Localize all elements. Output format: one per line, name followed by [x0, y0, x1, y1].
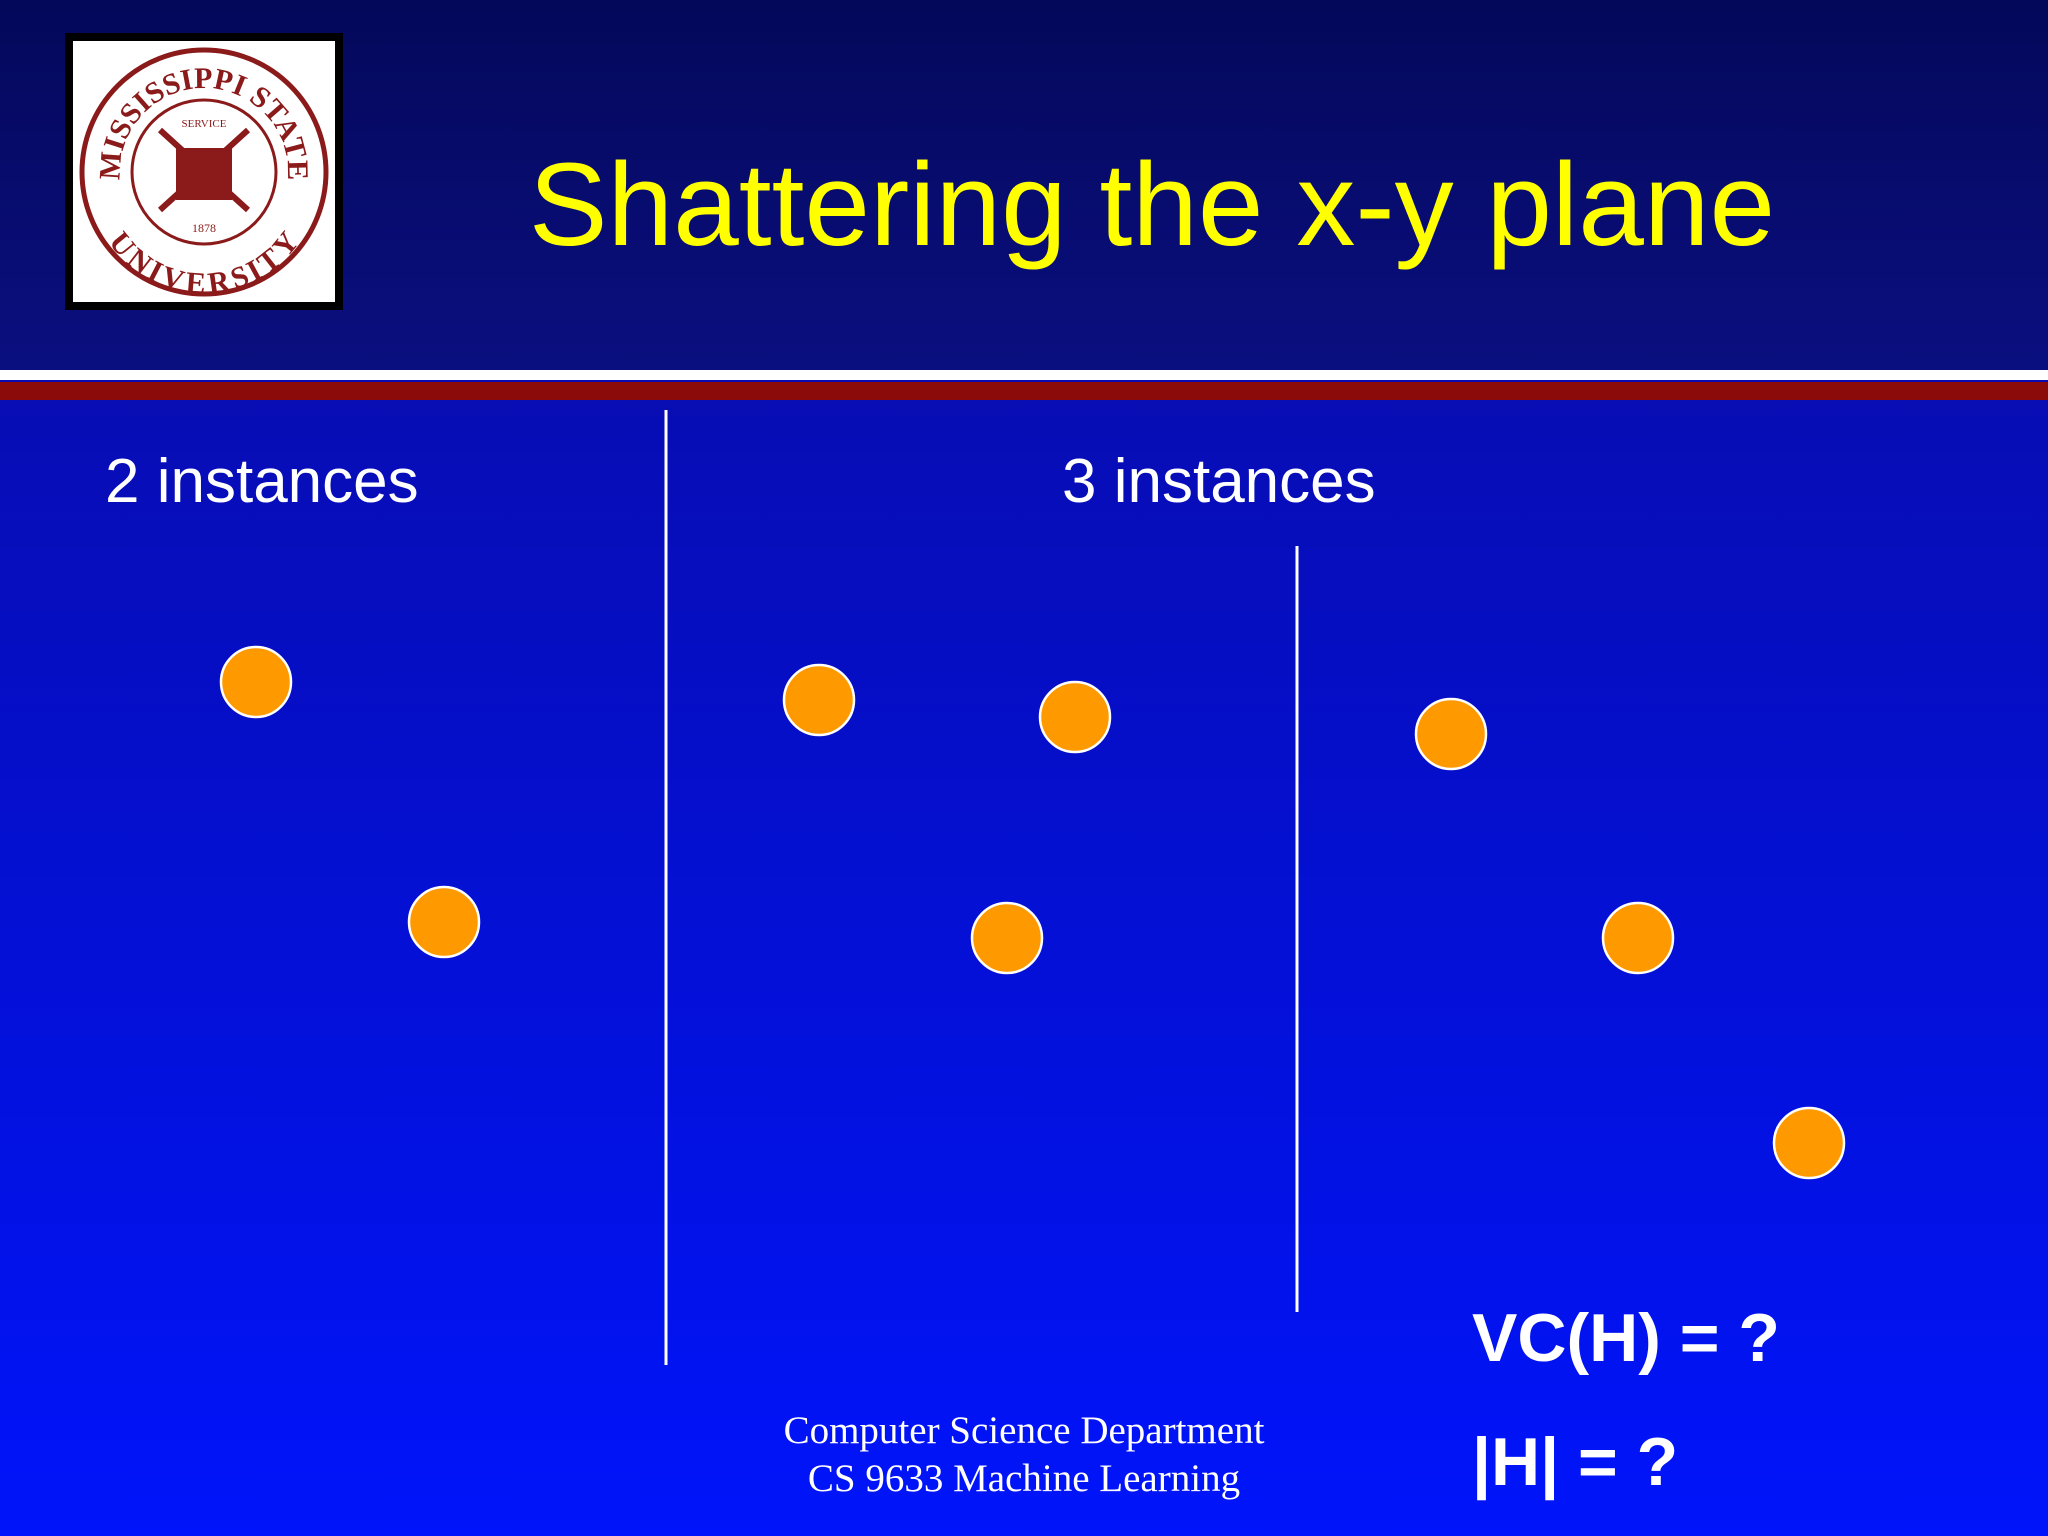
logo-inner-text: SERVICE	[182, 118, 227, 130]
instance-dot	[1601, 901, 1675, 975]
logo-ring	[79, 47, 329, 297]
logo-inner-ring	[130, 98, 278, 246]
instance-dot	[407, 885, 481, 959]
instance-dot	[1772, 1106, 1846, 1180]
instance-dot	[1414, 697, 1488, 771]
instance-dot	[219, 645, 293, 719]
logo-tool	[157, 127, 251, 213]
slide-title: Shattering the x-y plane	[529, 139, 1775, 271]
footer-line: CS 9633 Machine Learning	[808, 1457, 1240, 1500]
panel-label: 2 instances	[105, 447, 419, 516]
logo-year: 1878	[192, 221, 216, 235]
logo: MISSISSIPPI STATE UNIVERSITY SERVICE 187…	[65, 33, 343, 310]
instances	[219, 645, 1846, 1180]
question: VC(H) = ?	[1472, 1300, 1780, 1376]
panel-label: 3 instances	[1062, 447, 1376, 516]
footer-line: Computer Science Department	[784, 1409, 1265, 1452]
instance-dot	[782, 663, 856, 737]
question: |H| = ?	[1472, 1424, 1678, 1501]
instance-dot	[970, 901, 1044, 975]
instance-dot	[1038, 680, 1112, 754]
divider-maroon	[0, 382, 2048, 400]
divider-white	[0, 370, 2048, 380]
